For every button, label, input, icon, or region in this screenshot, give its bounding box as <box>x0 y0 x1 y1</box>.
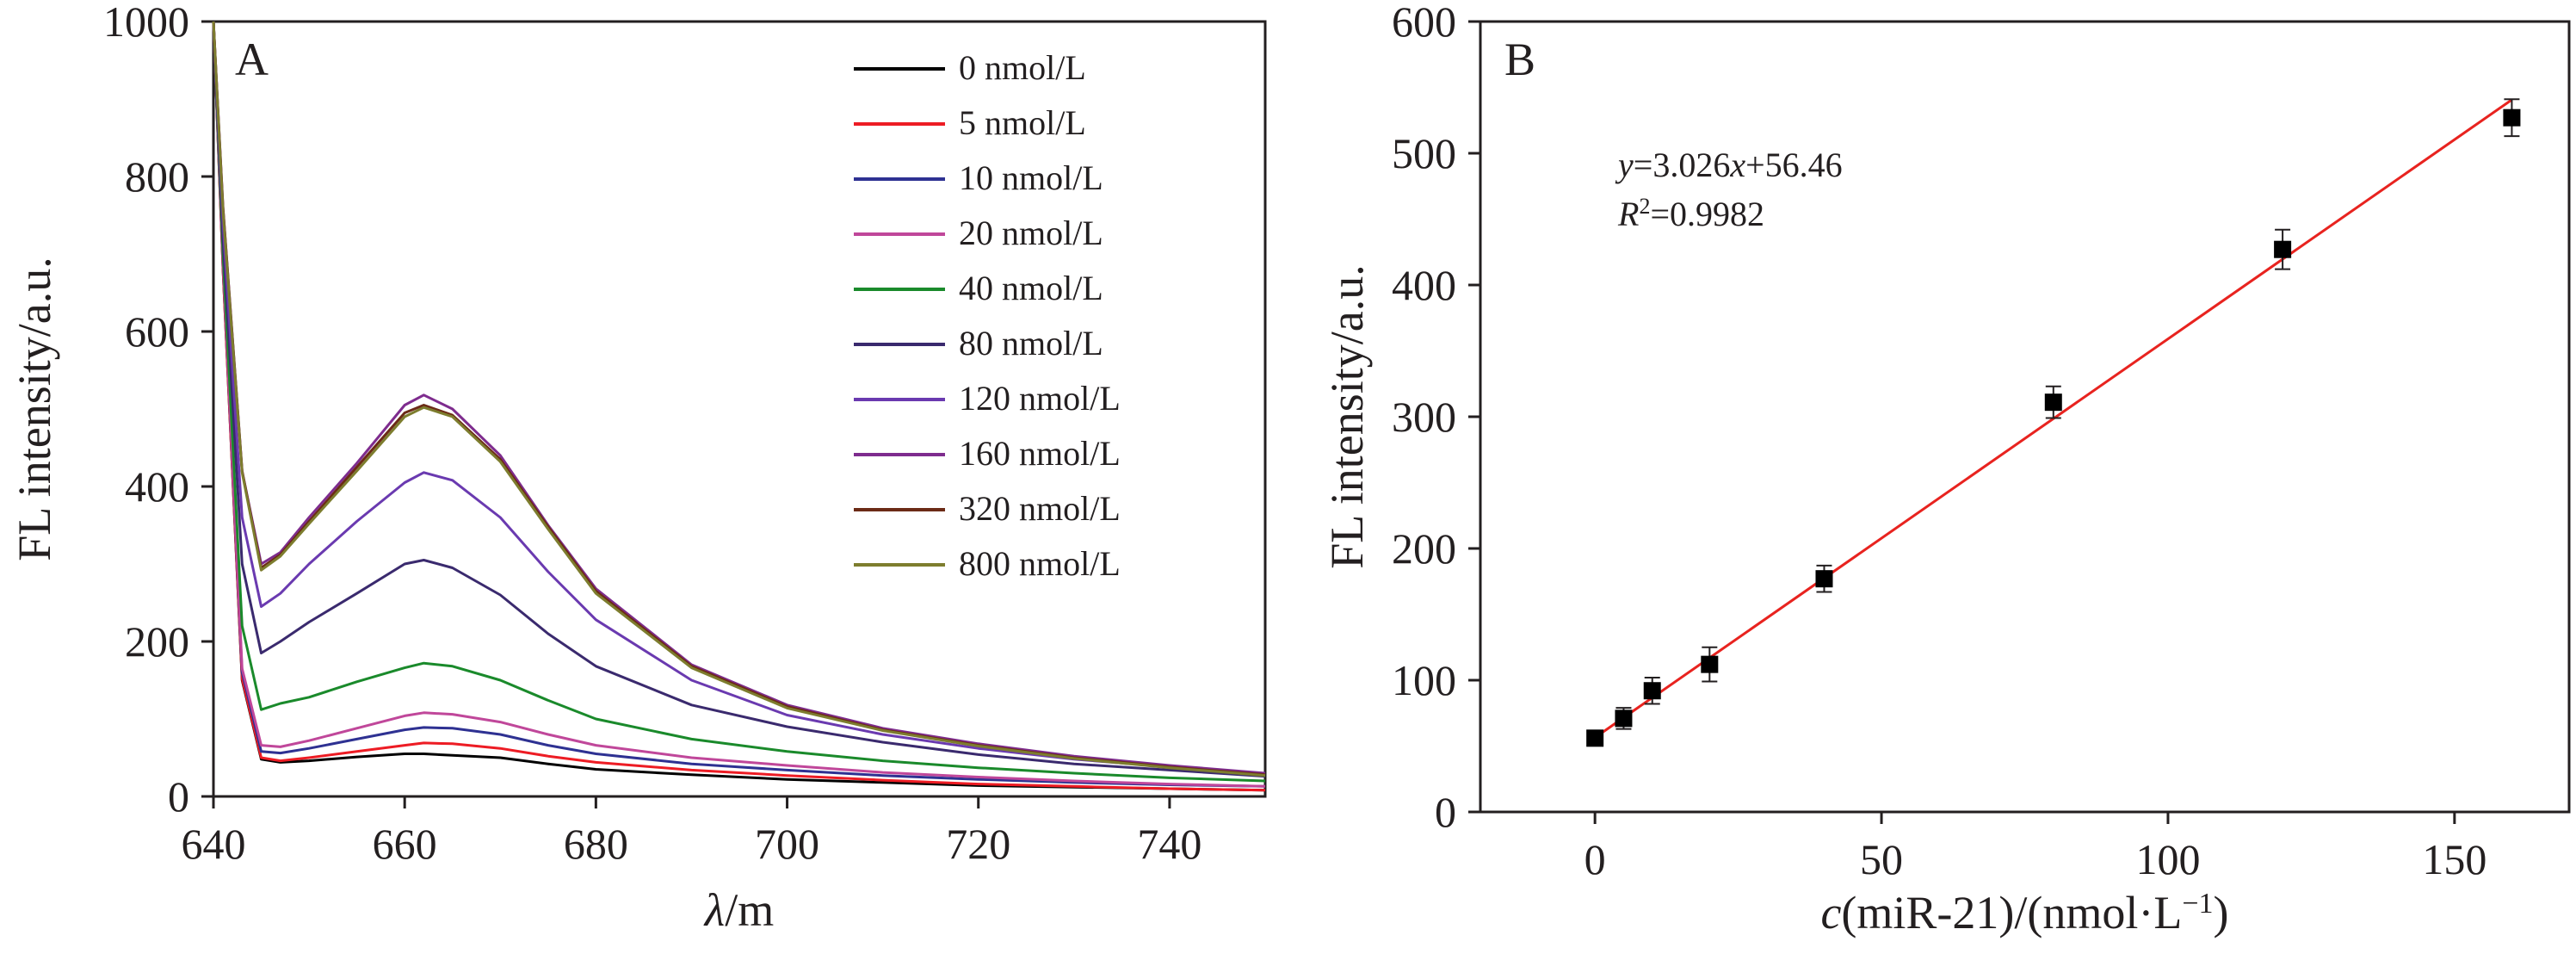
legend-label: 5 nmol/L <box>959 103 1086 142</box>
data-point <box>2274 240 2292 258</box>
legend-label: 80 nmol/L <box>959 324 1103 362</box>
y-tick-label-b: 0 <box>1435 788 1456 836</box>
legend-label: 20 nmol/L <box>959 214 1103 252</box>
y-tick-label-a: 0 <box>168 772 189 821</box>
series-line <box>212 21 1266 778</box>
y-tick-label-a: 400 <box>125 462 189 511</box>
legend-label: 0 nmol/L <box>959 48 1086 87</box>
plot-frame-a <box>212 20 1267 798</box>
chart-panel-b: 0 50 100 150 0 100 200 300 400 500 600 c(miR-21)/(n… <box>1321 0 2571 939</box>
chart-panel-a: 640 660 680 700 720 740 0 200 400 600 800 1000 λ/m FL… <box>9 0 1267 936</box>
panel-label-b: B <box>1504 34 1535 85</box>
fit-equation-x: x <box>1729 146 1745 184</box>
y-tick-label-b: 600 <box>1392 0 1456 46</box>
series-line <box>212 21 1266 775</box>
series-line <box>212 21 1266 777</box>
data-point <box>1586 729 1604 747</box>
r-squared-exp: 2 <box>1639 194 1650 219</box>
r-squared: R2=0.9982 <box>1617 194 1764 234</box>
y-axis-title-b: FL intensity/a.u. <box>1321 264 1373 568</box>
y-tick-label-b: 500 <box>1392 129 1456 177</box>
x-tick-label-a: 680 <box>564 820 628 868</box>
series-line <box>212 21 1266 788</box>
legend-label: 120 nmol/L <box>959 379 1121 418</box>
series-line <box>212 21 1266 783</box>
r-squared-var: R <box>1617 195 1639 233</box>
x-axis-title-unit-a: /m <box>725 884 774 936</box>
x-axis-title-b: c(miR-21)/(nmol·L−1) <box>1820 887 2228 939</box>
y-tick-label-b: 400 <box>1392 261 1456 309</box>
data-point <box>2044 393 2062 412</box>
r-squared-val: =0.9982 <box>1650 195 1764 233</box>
data-point <box>1643 682 1661 700</box>
fit-equation-mid: =3.026 <box>1634 146 1731 184</box>
fit-equation-end: +56.46 <box>1745 146 1843 184</box>
series-line <box>212 21 1266 792</box>
legend-label: 160 nmol/L <box>959 434 1121 473</box>
data-point <box>2503 108 2521 127</box>
x-axis-title-close-b: ) <box>2214 887 2229 939</box>
x-axis-title-a: λ/m <box>703 884 774 936</box>
fit-equation-y: y <box>1615 146 1634 184</box>
x-axis-title-exp-b: −1 <box>2182 888 2213 920</box>
series-line <box>212 21 1266 777</box>
x-tick-label-a: 660 <box>373 820 437 868</box>
x-tick-label-b: 0 <box>1585 835 1606 883</box>
data-point <box>1701 655 1719 673</box>
fit-equation: y=3.026x+56.46 <box>1615 146 1843 184</box>
x-axis-title-var-b: c <box>1820 887 1841 939</box>
legend-label: 10 nmol/L <box>959 158 1103 197</box>
legend-label: 320 nmol/L <box>959 489 1121 528</box>
x-axis-title-var-a: λ <box>703 884 725 936</box>
panel-label-a: A <box>235 34 269 85</box>
x-tick-label-b: 50 <box>1860 835 1903 883</box>
legend-label: 800 nmol/L <box>959 544 1121 583</box>
series-line <box>212 21 1266 792</box>
legend-label: 40 nmol/L <box>959 269 1103 307</box>
y-tick-label-a: 200 <box>125 617 189 666</box>
y-tick-label-b: 100 <box>1392 656 1456 704</box>
y-axis-title-a: FL intensity/a.u. <box>9 257 60 561</box>
y-tick-label-b: 200 <box>1392 524 1456 573</box>
data-point <box>1615 709 1633 728</box>
y-tick-label-a: 600 <box>125 307 189 356</box>
x-axis-title-text-b: (miR-21)/(nmol·L <box>1841 887 2182 939</box>
x-tick-label-a: 640 <box>182 820 246 868</box>
x-tick-label-a: 720 <box>946 820 1010 868</box>
y-tick-label-b: 300 <box>1392 393 1456 441</box>
x-tick-label-b: 150 <box>2422 835 2486 883</box>
series-line <box>212 21 1266 788</box>
x-tick-label-b: 100 <box>2135 835 2200 883</box>
y-tick-label-a: 800 <box>125 152 189 201</box>
x-tick-label-a: 740 <box>1137 820 1202 868</box>
data-point <box>1815 570 1833 588</box>
x-tick-label-a: 700 <box>755 820 819 868</box>
y-tick-label-a: 1000 <box>103 0 189 46</box>
